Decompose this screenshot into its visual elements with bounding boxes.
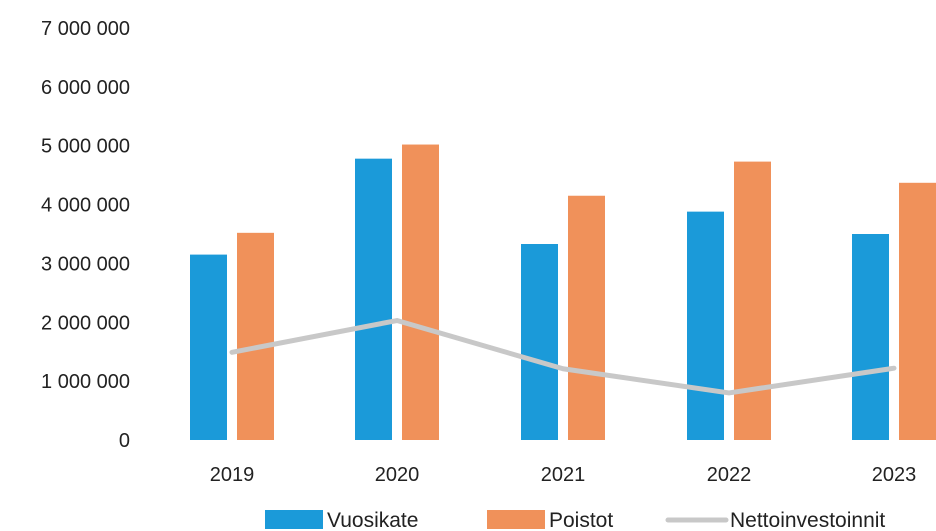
x-tick-label: 2022 [707,464,752,486]
bar-vuosikate-2019 [190,254,227,440]
bar-poistot-2021 [568,195,605,440]
legend-swatch-poistot [487,510,545,529]
bar-poistot-2022 [734,161,771,440]
x-axis: 2019 2020 2021 2022 2023 [210,464,917,486]
x-tick-label: 2019 [210,464,255,486]
legend: Vuosikate Poistot Nettoinvestoinnit [265,509,885,531]
legend-label-nettoinvestoinnit: Nettoinvestoinnit [730,509,885,531]
y-tick-label: 4 000 000 [41,195,130,217]
y-tick-label: 1 000 000 [41,371,130,393]
line-point-2022 [727,391,731,395]
y-tick-label: 7 000 000 [41,18,130,40]
legend-label-vuosikate: Vuosikate [327,509,418,531]
x-tick-label: 2023 [872,464,917,486]
bar-vuosikate-2021 [521,244,558,440]
y-tick-label: 2 000 000 [41,312,130,334]
line-series [229,318,897,396]
legend-label-poistot: Poistot [549,509,613,531]
bar-vuosikate-2020 [355,158,392,441]
y-tick-label: 5 000 000 [41,136,130,158]
bar-vuosikate-2022 [687,211,724,440]
bar-poistot-2020 [402,144,439,440]
y-tick-label: 0 [119,430,130,452]
line-nettoinvestoinnit [229,318,897,396]
y-axis: 0 1 000 000 2 000 000 3 000 000 4 000 000 5 0… [41,18,130,452]
line-point-2023 [892,366,896,370]
bar-vuosikate-2023 [852,234,889,440]
bar-poistot-2023 [899,182,936,440]
legend-swatch-vuosikate [265,510,323,529]
bar-poistot-2019 [237,232,274,440]
line-point-2020 [395,319,399,323]
line-point-2019 [230,350,234,354]
line-point-2021 [561,367,565,371]
y-tick-label: 3 000 000 [41,253,130,275]
y-tick-label: 6 000 000 [41,77,130,99]
bars [190,144,936,441]
x-tick-label: 2020 [375,464,420,486]
x-tick-label: 2021 [541,464,586,486]
